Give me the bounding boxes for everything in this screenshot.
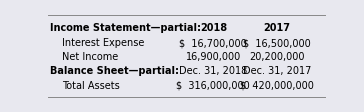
Text: $  16,500,000: $ 16,500,000 xyxy=(243,38,311,48)
Text: Total Assets: Total Assets xyxy=(63,80,120,90)
Text: Balance Sheet—partial:: Balance Sheet—partial: xyxy=(50,65,179,75)
Text: $  16,700,000: $ 16,700,000 xyxy=(179,38,247,48)
Text: $  420,000,000: $ 420,000,000 xyxy=(240,80,314,90)
Text: Interest Expense: Interest Expense xyxy=(63,38,145,48)
Text: Dec. 31, 2017: Dec. 31, 2017 xyxy=(243,65,311,75)
Text: 2018: 2018 xyxy=(200,23,227,33)
Text: Dec. 31, 2018: Dec. 31, 2018 xyxy=(179,65,248,75)
Text: $  316,000,000: $ 316,000,000 xyxy=(177,80,250,90)
Text: Income Statement—partial:: Income Statement—partial: xyxy=(50,23,201,33)
Text: Net Income: Net Income xyxy=(63,52,119,61)
Text: 16,900,000: 16,900,000 xyxy=(186,52,241,61)
Text: 20,200,000: 20,200,000 xyxy=(249,52,305,61)
Text: 2017: 2017 xyxy=(263,23,290,33)
